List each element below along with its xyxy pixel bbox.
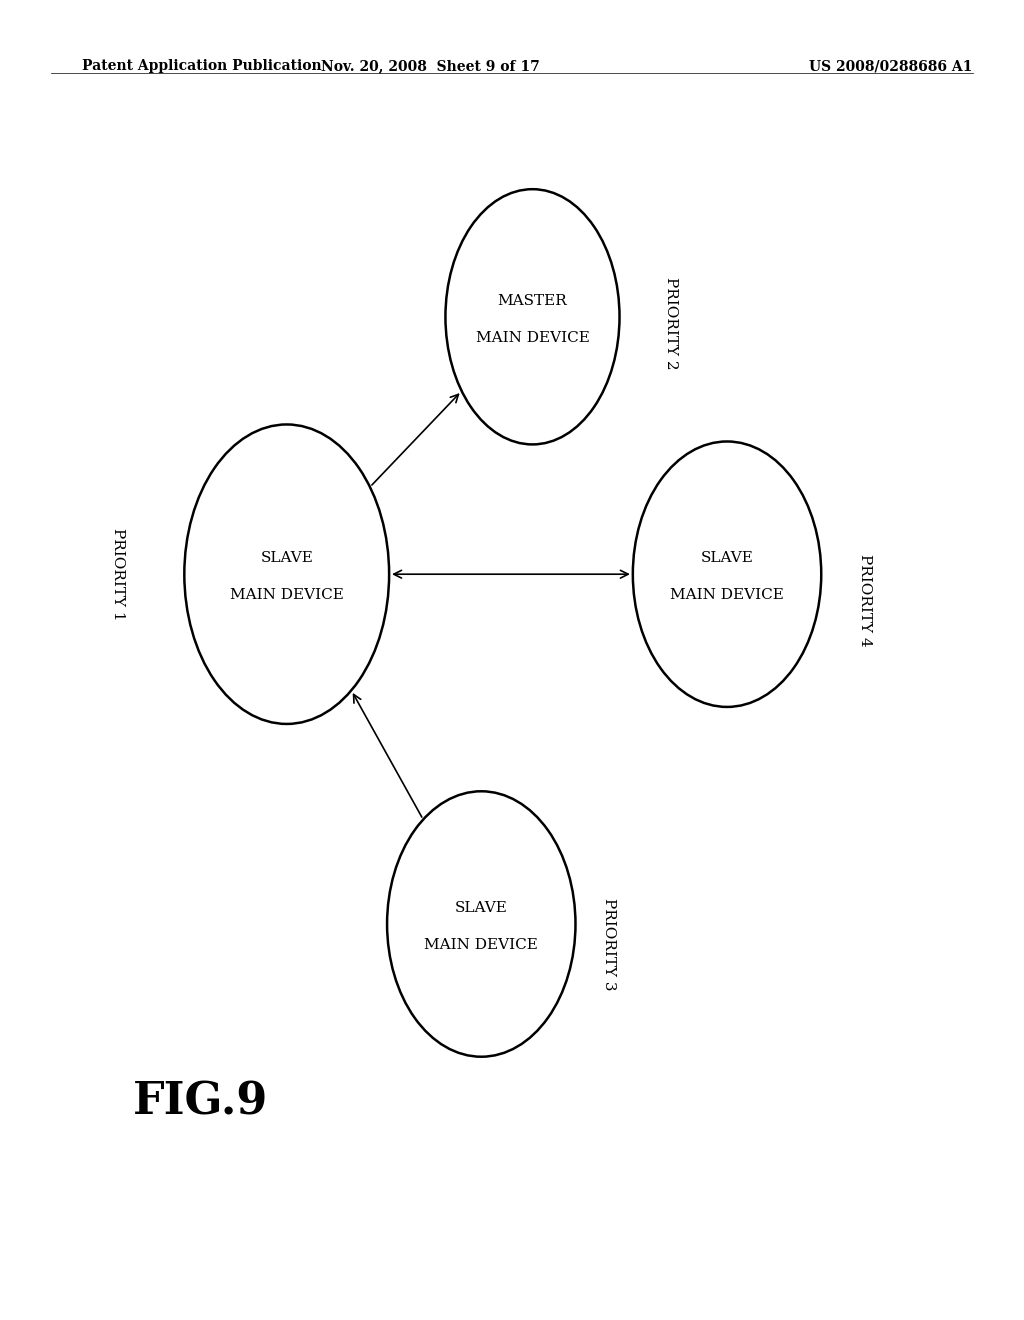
Ellipse shape [387,791,575,1057]
Text: US 2008/0288686 A1: US 2008/0288686 A1 [809,59,973,74]
Text: MASTER: MASTER [498,294,567,308]
Text: SLAVE: SLAVE [455,902,508,915]
Text: Nov. 20, 2008  Sheet 9 of 17: Nov. 20, 2008 Sheet 9 of 17 [321,59,540,74]
Ellipse shape [445,189,620,445]
Text: PRIORITY 2: PRIORITY 2 [664,277,678,370]
Text: PRIORITY 4: PRIORITY 4 [858,554,872,647]
Text: MAIN DEVICE: MAIN DEVICE [475,331,590,345]
Text: SLAVE: SLAVE [700,552,754,565]
Text: FIG.9: FIG.9 [133,1081,268,1123]
Text: SLAVE: SLAVE [260,552,313,565]
Text: Patent Application Publication: Patent Application Publication [82,59,322,74]
Text: MAIN DEVICE: MAIN DEVICE [670,589,784,602]
Text: MAIN DEVICE: MAIN DEVICE [424,939,539,952]
Ellipse shape [633,441,821,708]
Text: MAIN DEVICE: MAIN DEVICE [229,589,344,602]
Text: PRIORITY 3: PRIORITY 3 [602,898,616,990]
Ellipse shape [184,425,389,723]
Text: PRIORITY 1: PRIORITY 1 [111,528,125,620]
